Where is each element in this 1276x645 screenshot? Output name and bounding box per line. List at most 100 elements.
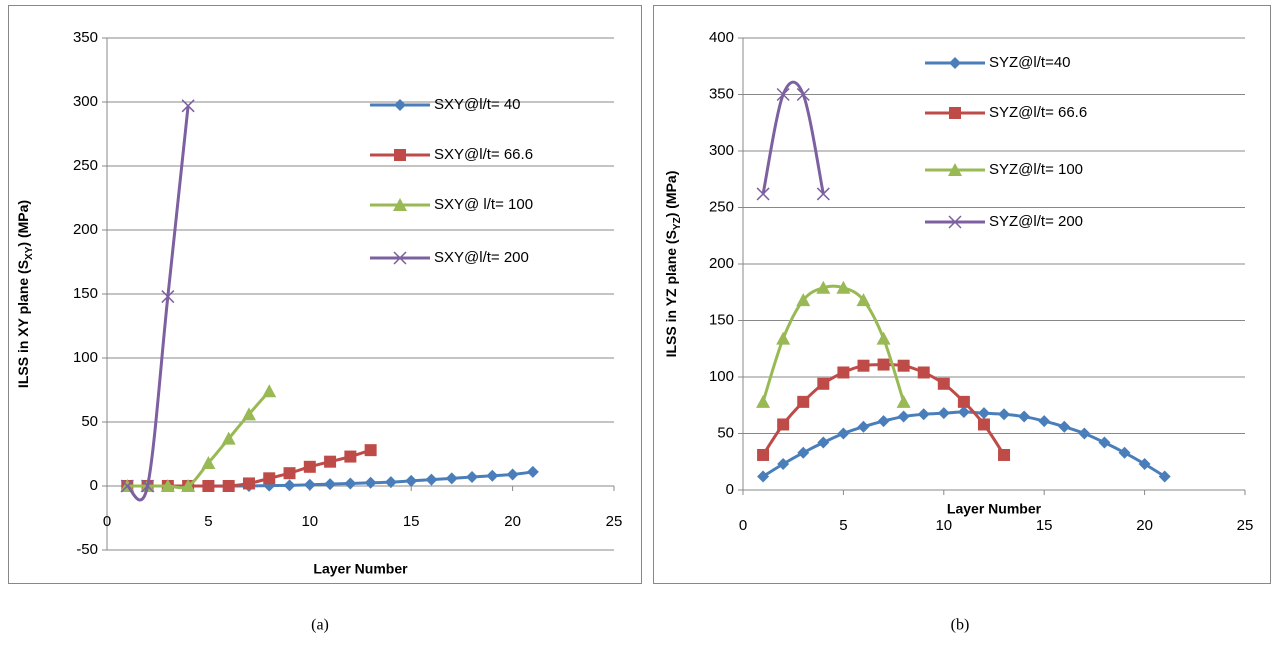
marker [425, 473, 438, 486]
marker [937, 407, 950, 420]
y-tick-label: 0 [90, 477, 98, 494]
marker [816, 187, 830, 201]
y-tick-label: 200 [709, 255, 734, 272]
marker [161, 290, 175, 304]
marker [957, 395, 970, 408]
marker [241, 407, 256, 421]
marker [141, 479, 155, 493]
marker [1158, 470, 1171, 483]
frame [8, 5, 642, 584]
legend-label: SXY@l/t= 66.6 [434, 146, 533, 163]
y-tick-label: 100 [73, 349, 98, 366]
y-axis-title-part: YZ [672, 217, 683, 230]
marker [856, 293, 871, 307]
frame [653, 5, 1271, 584]
x-tick-label: 20 [1136, 517, 1153, 534]
marker [120, 479, 134, 493]
y-tick-label: 150 [73, 285, 98, 302]
x-tick-label: 20 [504, 513, 521, 530]
marker [1098, 436, 1111, 449]
marker [344, 450, 357, 463]
y-axis-title: ILSS in XY plane (SXY) (MPa) [15, 200, 35, 388]
marker [877, 358, 890, 371]
marker [344, 477, 357, 490]
marker [757, 470, 770, 483]
marker [817, 377, 830, 390]
x-tick-label: 5 [204, 513, 212, 530]
marker [796, 293, 811, 307]
marker [202, 480, 215, 492]
legend-marker [394, 149, 406, 161]
y-axis-title-part: ) (MPa) [663, 171, 679, 218]
x-tick-label: 10 [301, 513, 318, 530]
marker [837, 366, 850, 379]
marker [222, 480, 235, 492]
legend-marker [394, 99, 406, 111]
marker [262, 384, 277, 398]
marker [757, 448, 770, 461]
marker [776, 87, 790, 102]
legend-label: SYZ@l/t= 66.6 [989, 104, 1087, 121]
marker [837, 427, 850, 440]
marker [756, 394, 771, 408]
marker [160, 479, 175, 492]
marker [1058, 420, 1071, 433]
caption: (b) [951, 617, 970, 634]
marker [405, 474, 418, 487]
legend-marker [948, 163, 962, 176]
marker [221, 431, 236, 445]
x-tick-label: 10 [935, 517, 952, 534]
caption: (a) [311, 617, 329, 634]
marker [303, 460, 316, 473]
legend-marker [949, 107, 961, 119]
y-tick-label: 200 [73, 221, 98, 238]
marker [977, 407, 990, 420]
marker [1038, 415, 1051, 428]
marker [263, 472, 276, 485]
y-tick-label: 400 [709, 29, 734, 46]
marker [776, 331, 791, 345]
legend-label: SYZ@l/t=40 [989, 54, 1071, 71]
y-axis-title-part: ) (MPa) [15, 200, 31, 247]
marker [796, 87, 810, 102]
marker [998, 408, 1011, 421]
legend-marker [393, 251, 407, 265]
legend-label: SXY@ l/t= 100 [434, 196, 533, 213]
marker [897, 410, 910, 423]
legend-label: SXY@l/t= 200 [434, 249, 529, 266]
marker [877, 415, 890, 428]
y-tick-label: 50 [81, 413, 98, 430]
legend-label: SYZ@l/t= 200 [989, 213, 1083, 230]
series-line [761, 363, 1006, 456]
y-tick-label: 350 [709, 85, 734, 102]
legend-label: SYZ@l/t= 100 [989, 161, 1083, 178]
marker [1118, 446, 1131, 459]
series-line [761, 80, 825, 195]
marker [242, 477, 255, 490]
marker [896, 394, 911, 408]
marker [324, 455, 337, 468]
y-axis-title-part: ILSS in YZ plane (S [663, 230, 679, 357]
y-axis-title-part: ILSS in XY plane (S [15, 260, 31, 388]
y-tick-label: 300 [709, 142, 734, 159]
marker [1138, 458, 1151, 471]
y-tick-label: -50 [76, 541, 98, 558]
marker [181, 479, 196, 492]
marker [384, 476, 397, 489]
marker [466, 471, 479, 484]
marker [917, 366, 930, 379]
marker [283, 467, 296, 480]
y-tick-label: 250 [73, 157, 98, 174]
y-tick-label: 350 [73, 29, 98, 46]
x-tick-label: 5 [839, 517, 847, 534]
y-axis-title: ILSS in YZ plane (SYZ) (MPa) [663, 171, 683, 358]
marker [816, 280, 831, 294]
marker [506, 468, 519, 481]
marker [857, 359, 870, 372]
x-tick-label: 0 [739, 517, 747, 534]
legend-marker [948, 215, 962, 229]
marker [283, 479, 296, 492]
legend-marker [949, 57, 961, 69]
x-tick-label: 0 [103, 513, 111, 530]
